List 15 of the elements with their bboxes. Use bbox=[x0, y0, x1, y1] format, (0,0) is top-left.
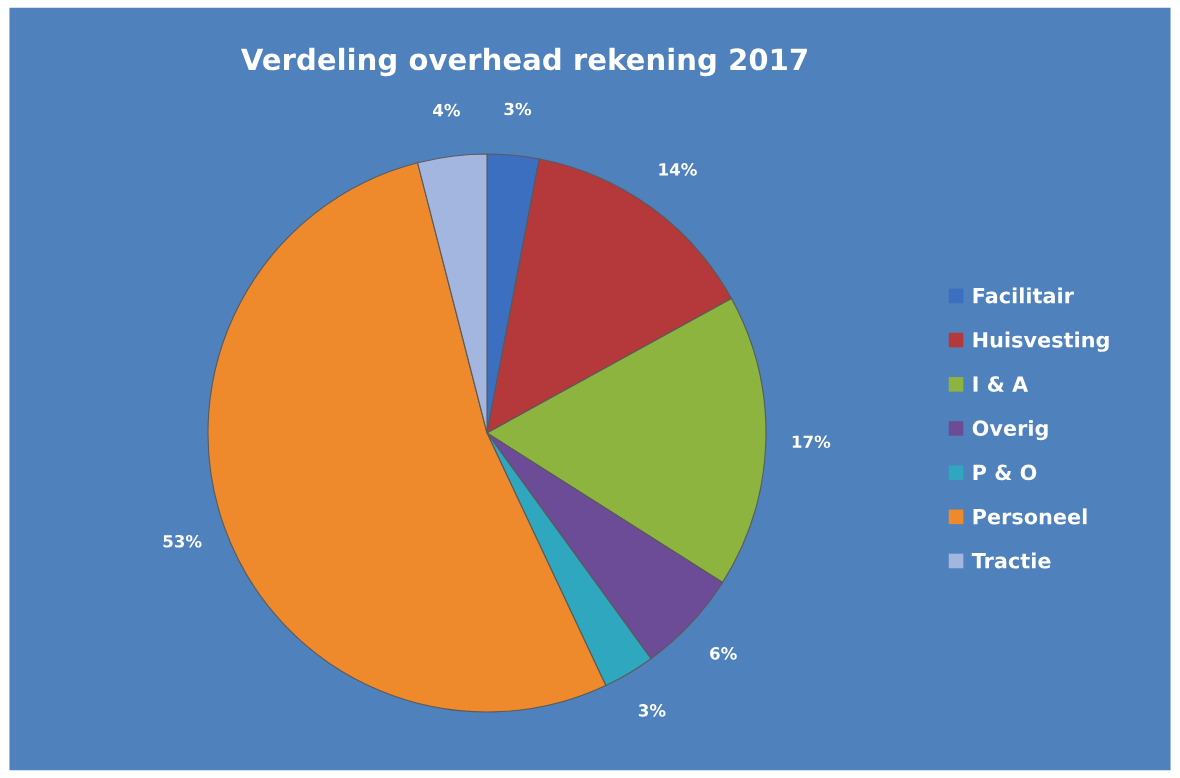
data-label: 53% bbox=[163, 534, 202, 548]
data-label: 14% bbox=[659, 163, 697, 176]
data-label: 4% bbox=[432, 103, 461, 117]
chart-title: Verdeling overhead rekening 2017 bbox=[240, 47, 807, 77]
data-label: 3% bbox=[504, 102, 532, 116]
legend-label: Facilitair bbox=[973, 287, 1074, 304]
legend-label: Personeel bbox=[973, 508, 1087, 525]
data-label: 3% bbox=[638, 704, 666, 717]
data-label: 6% bbox=[710, 647, 737, 660]
legend-label: P & O bbox=[973, 464, 1037, 481]
legend-label: Overig bbox=[972, 419, 1048, 441]
legend-label: Huisvesting bbox=[973, 331, 1109, 352]
legend-label: Tractie bbox=[971, 552, 1051, 569]
legend-label: I & A bbox=[973, 376, 1029, 392]
data-label: 17% bbox=[792, 435, 831, 449]
